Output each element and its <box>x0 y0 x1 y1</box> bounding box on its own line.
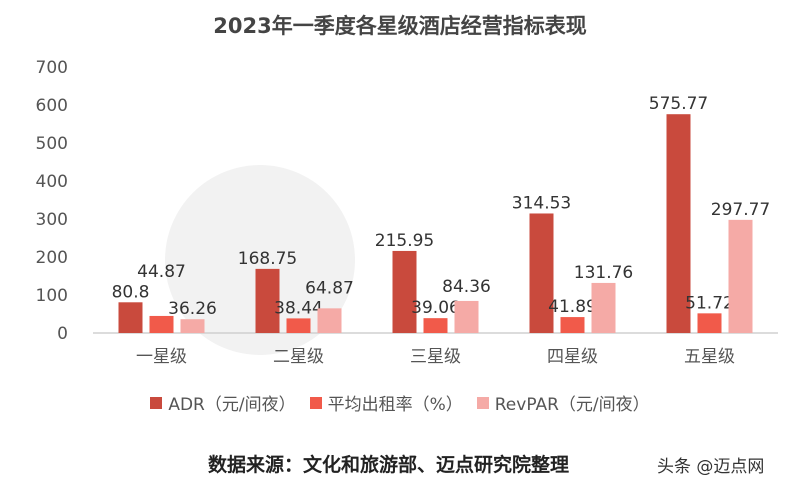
y-tick-label: 700 <box>36 58 68 78</box>
bar <box>255 268 280 333</box>
x-category-label: 一星级 <box>136 347 187 367</box>
bar <box>118 302 143 333</box>
data-label: 44.87 <box>137 262 186 282</box>
y-tick-label: 500 <box>36 134 68 154</box>
watermark-text: 头条 @迈点网 <box>657 457 765 477</box>
bar <box>423 318 448 333</box>
data-label: 297.77 <box>711 200 770 220</box>
chart-title: 2023年一季度各星级酒店经营指标表现 <box>213 14 587 38</box>
bar <box>666 114 691 333</box>
bar <box>591 282 616 333</box>
bar <box>697 313 722 333</box>
data-label: 64.87 <box>305 278 354 298</box>
data-label: 36.26 <box>168 299 217 319</box>
legend-swatch <box>150 396 163 409</box>
data-label: 314.53 <box>512 193 571 213</box>
data-label: 84.36 <box>442 277 491 297</box>
y-tick-label: 0 <box>57 324 68 344</box>
bar <box>149 315 174 333</box>
legend-item: 平均出租率（%） <box>309 390 463 415</box>
legend: ADR（元/间夜） 平均出租率（%） RevPAR（元/间夜） <box>0 390 800 415</box>
legend-item: ADR（元/间夜） <box>150 390 296 415</box>
x-category-label: 三星级 <box>410 347 461 367</box>
watermark-logo <box>165 165 355 355</box>
data-label: 39.06 <box>411 298 460 318</box>
data-label: 80.8 <box>112 282 150 302</box>
y-tick-label: 300 <box>36 210 68 230</box>
data-label: 41.89 <box>548 297 597 317</box>
legend-swatch <box>309 396 322 409</box>
data-label: 131.76 <box>574 263 633 283</box>
bar <box>180 319 205 333</box>
data-label: 215.95 <box>375 231 434 251</box>
bar <box>454 300 479 333</box>
y-tick-label: 400 <box>36 172 68 192</box>
bar <box>286 318 311 333</box>
x-category-label: 四星级 <box>547 347 598 367</box>
legend-item: RevPAR（元/间夜） <box>476 390 650 415</box>
bar <box>529 213 554 333</box>
bar <box>392 250 417 333</box>
bar <box>317 308 342 333</box>
legend-label: 平均出租率（%） <box>327 395 463 415</box>
legend-swatch <box>476 396 489 409</box>
data-label: 575.77 <box>649 94 708 114</box>
bar <box>560 317 585 333</box>
x-category-label: 五星级 <box>684 347 735 367</box>
legend-label: ADR（元/间夜） <box>168 395 296 415</box>
bar <box>728 219 753 333</box>
y-tick-label: 100 <box>36 286 68 306</box>
x-category-label: 二星级 <box>273 347 324 367</box>
y-tick-label: 600 <box>36 96 68 116</box>
data-label: 168.75 <box>238 249 297 269</box>
source-note: 数据来源：文化和旅游部、迈点研究院整理 <box>208 454 570 476</box>
data-label: 51.72 <box>685 293 734 313</box>
legend-label: RevPAR（元/间夜） <box>494 395 650 415</box>
data-label: 38.44 <box>274 298 323 318</box>
y-tick-label: 200 <box>36 248 68 268</box>
